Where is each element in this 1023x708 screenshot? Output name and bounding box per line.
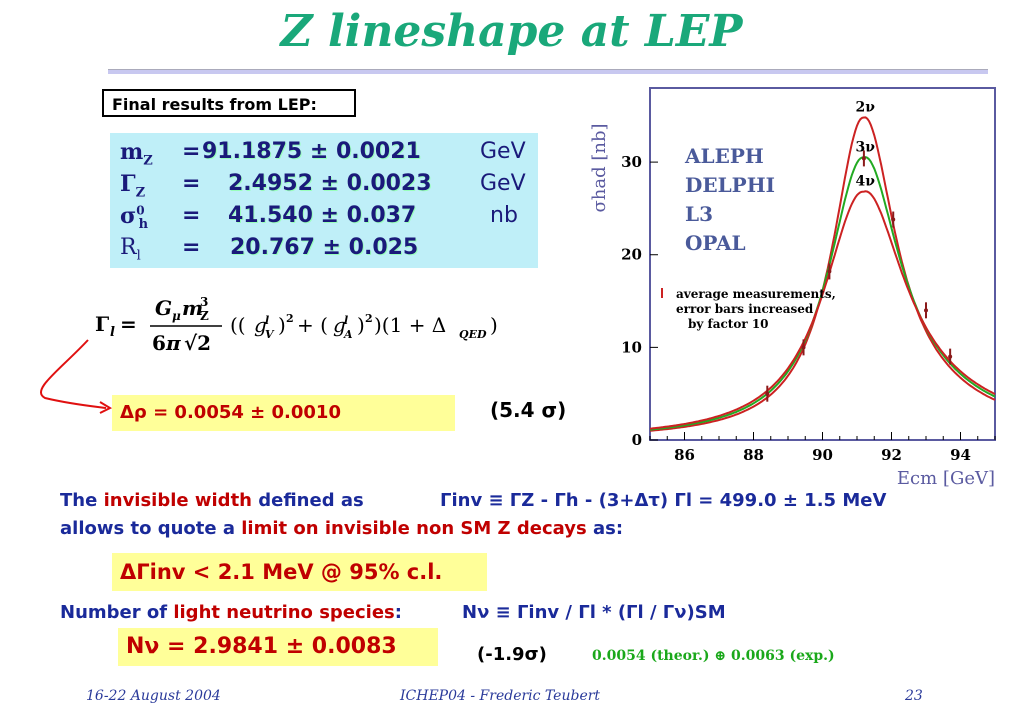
- svg-text:=: =: [120, 312, 137, 336]
- neutrino-species-term: light neutrino species: [173, 602, 395, 623]
- gz-value: 2.4952 ± 0.0023: [228, 171, 432, 196]
- results-panel: mZ = 91.1875 ± 0.0021 GeV ΓZ = 2.4952 ± …: [110, 133, 538, 268]
- n-nu-highlight: [118, 628, 438, 666]
- delta-rho-highlight: [112, 395, 455, 431]
- svg-text:2: 2: [365, 312, 373, 325]
- x-tick-label: 88: [743, 446, 764, 464]
- invisible-width-line: The invisible width defined as: [60, 490, 364, 511]
- invisible-limit-term: limit on invisible non SM Z decays: [241, 518, 587, 539]
- y-tick-label: 30: [621, 153, 642, 171]
- curve-3nu: [649, 156, 996, 431]
- data-point: [801, 345, 806, 350]
- svg-text:g: g: [254, 313, 267, 337]
- svg-text:G: G: [155, 296, 172, 320]
- sigma-symbol: σ0h: [120, 203, 149, 233]
- delta-rho-significance: (5.4 σ): [490, 398, 567, 422]
- n-nu-error-breakdown: 0.0054 (theor.) ⊕ 0.0063 (exp.): [592, 648, 835, 664]
- final-results-label: Final results from LEP:: [102, 89, 356, 117]
- svg-text:((: ((: [230, 313, 246, 337]
- legend-text: by factor 10: [688, 317, 769, 331]
- x-tick-label: 86: [674, 446, 695, 464]
- data-point: [827, 269, 832, 274]
- svg-text:g: g: [333, 313, 346, 337]
- plot-frame: [649, 87, 996, 441]
- mz-unit: GeV: [480, 139, 526, 164]
- experiment-label: OPAL: [685, 231, 746, 255]
- y-tick-label: 0: [632, 431, 642, 449]
- data-point: [765, 391, 770, 396]
- slide-title: Z lineshape at LEP: [280, 6, 743, 57]
- svg-text:+ (: + (: [297, 313, 328, 337]
- x-tick-label: 92: [881, 446, 902, 464]
- series-label: 4ν: [856, 174, 876, 190]
- n-nu-value: Nν = 2.9841 ± 0.0083: [126, 634, 397, 659]
- sigma-value: 41.540 ± 0.037: [228, 203, 417, 228]
- sigma-unit: nb: [490, 203, 518, 228]
- svg-text:π: π: [165, 331, 181, 355]
- mz-symbol: mZ: [120, 139, 153, 169]
- footer-date: 16-22 August 2004: [86, 688, 221, 704]
- footer-conference: ICHEP04 - Frederic Teubert: [400, 688, 601, 704]
- neutrino-formula: Nν ≡ Γinv / Γl * (Γl / Γν)SM: [462, 602, 726, 623]
- svg-text:l: l: [110, 325, 115, 340]
- data-point: [891, 217, 896, 222]
- delta-rho-value: Δρ = 0.0054 ± 0.0010: [120, 402, 341, 423]
- experiment-label: DELPHI: [685, 173, 775, 197]
- legend-text: error bars increased: [676, 302, 814, 316]
- svg-text:l: l: [344, 314, 348, 327]
- y-tick-label: 10: [621, 338, 642, 356]
- svg-text:m: m: [182, 296, 203, 320]
- svg-text:): ): [490, 313, 498, 337]
- gz-symbol: ΓZ: [120, 171, 146, 201]
- series-label: 2ν: [856, 100, 876, 116]
- y-axis-label: σhad [nb]: [589, 123, 610, 212]
- series-label: 3ν: [856, 139, 876, 155]
- delta-gamma-limit: ΔΓinv < 2.1 MeV @ 95% c.l.: [120, 560, 443, 584]
- invisible-limit-line: allows to quote a limit on invisible non…: [60, 518, 624, 539]
- data-point: [924, 308, 928, 313]
- data-point: [948, 354, 953, 359]
- svg-text:μ: μ: [172, 309, 181, 323]
- svg-text:Z: Z: [200, 309, 209, 323]
- neutrino-species-line: Number of light neutrino species:: [60, 602, 402, 623]
- svg-text:6: 6: [152, 331, 166, 355]
- y-tick-label: 20: [621, 246, 642, 264]
- experiment-label: L3: [685, 202, 713, 226]
- rl-symbol: Rl: [120, 235, 141, 264]
- invisible-width-term: invisible width: [103, 490, 252, 511]
- lineshape-chart: 86 88 90 92 94 0 10 20 30 Ecm [GeV] σhad [nb] ALEPH…: [589, 87, 996, 489]
- data-point: [861, 156, 866, 161]
- svg-text:l: l: [265, 314, 269, 327]
- svg-text:Γ: Γ: [95, 312, 109, 336]
- svg-text:): ): [278, 313, 286, 337]
- red-arrow: [40, 339, 107, 409]
- legend-text: average measurements,: [676, 287, 836, 301]
- invisible-width-formula: Γinv ≡ ΓZ - Γh - (3+Δτ) Γl = 499.0 ± 1.5…: [440, 490, 887, 511]
- gz-unit: GeV: [480, 171, 526, 196]
- delta-gamma-highlight: [112, 553, 487, 591]
- n-nu-deviation: (-1.9σ): [477, 644, 547, 665]
- svg-text:√2: √2: [184, 331, 211, 355]
- svg-text:QED: QED: [459, 328, 487, 341]
- svg-text:): ): [357, 313, 365, 337]
- svg-text:)(1 + Δ: )(1 + Δ: [374, 313, 446, 337]
- svg-text:2: 2: [286, 312, 294, 325]
- mz-value: 91.1875 ± 0.0021: [202, 139, 421, 164]
- svg-text:A: A: [343, 328, 353, 341]
- x-tick-label: 94: [950, 446, 971, 464]
- svg-text:3: 3: [200, 295, 208, 309]
- curve-4nu: [649, 190, 996, 430]
- experiment-label: ALEPH: [684, 144, 764, 168]
- footer-page-number: 23: [905, 688, 923, 704]
- rl-value: 20.767 ± 0.025: [230, 235, 419, 260]
- x-tick-label: 90: [812, 446, 833, 464]
- title-underline: [108, 69, 988, 74]
- x-axis-label: Ecm [GeV]: [897, 468, 995, 489]
- svg-text:V: V: [265, 328, 275, 341]
